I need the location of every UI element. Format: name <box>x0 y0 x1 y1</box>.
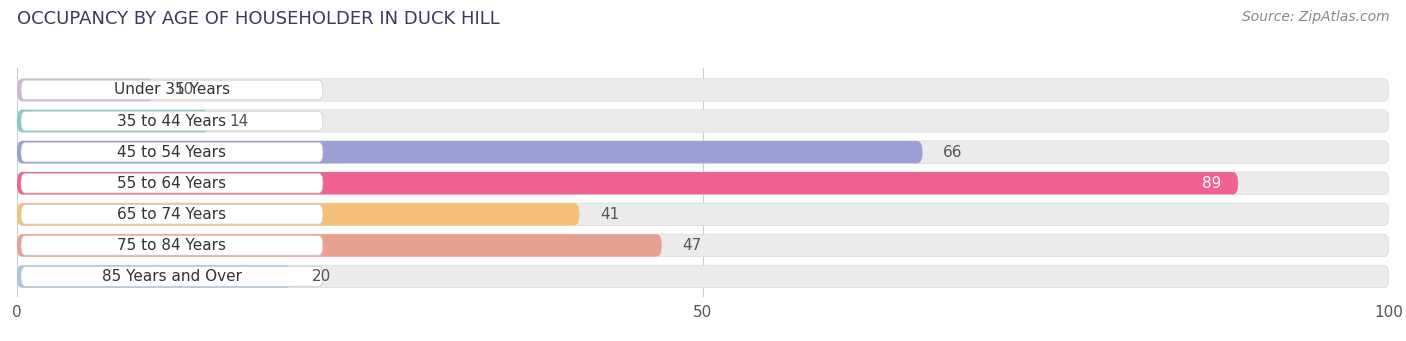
Text: Source: ZipAtlas.com: Source: ZipAtlas.com <box>1241 10 1389 24</box>
FancyBboxPatch shape <box>17 203 579 225</box>
Text: 20: 20 <box>312 269 332 284</box>
FancyBboxPatch shape <box>21 236 323 255</box>
FancyBboxPatch shape <box>21 267 323 286</box>
Text: 75 to 84 Years: 75 to 84 Years <box>118 238 226 253</box>
FancyBboxPatch shape <box>17 203 1389 225</box>
Text: 55 to 64 Years: 55 to 64 Years <box>117 176 226 191</box>
Text: OCCUPANCY BY AGE OF HOUSEHOLDER IN DUCK HILL: OCCUPANCY BY AGE OF HOUSEHOLDER IN DUCK … <box>17 10 499 28</box>
FancyBboxPatch shape <box>17 110 209 132</box>
FancyBboxPatch shape <box>21 111 323 131</box>
Text: 35 to 44 Years: 35 to 44 Years <box>117 114 226 129</box>
FancyBboxPatch shape <box>17 79 155 101</box>
Text: 85 Years and Over: 85 Years and Over <box>103 269 242 284</box>
FancyBboxPatch shape <box>17 265 291 288</box>
FancyBboxPatch shape <box>17 141 1389 163</box>
Text: 66: 66 <box>943 145 963 160</box>
FancyBboxPatch shape <box>17 110 1389 132</box>
FancyBboxPatch shape <box>21 174 323 193</box>
Text: 10: 10 <box>174 83 194 98</box>
FancyBboxPatch shape <box>17 265 1389 288</box>
Text: 14: 14 <box>229 114 249 129</box>
Text: 41: 41 <box>600 207 619 222</box>
FancyBboxPatch shape <box>17 172 1239 194</box>
FancyBboxPatch shape <box>17 79 1389 101</box>
Text: 89: 89 <box>1202 176 1222 191</box>
FancyBboxPatch shape <box>17 141 922 163</box>
FancyBboxPatch shape <box>17 172 1389 194</box>
FancyBboxPatch shape <box>21 205 323 224</box>
Text: 65 to 74 Years: 65 to 74 Years <box>117 207 226 222</box>
Text: 45 to 54 Years: 45 to 54 Years <box>118 145 226 160</box>
FancyBboxPatch shape <box>21 80 323 100</box>
FancyBboxPatch shape <box>17 234 662 256</box>
Text: Under 35 Years: Under 35 Years <box>114 83 231 98</box>
FancyBboxPatch shape <box>21 142 323 162</box>
FancyBboxPatch shape <box>17 234 1389 256</box>
Text: 47: 47 <box>682 238 702 253</box>
